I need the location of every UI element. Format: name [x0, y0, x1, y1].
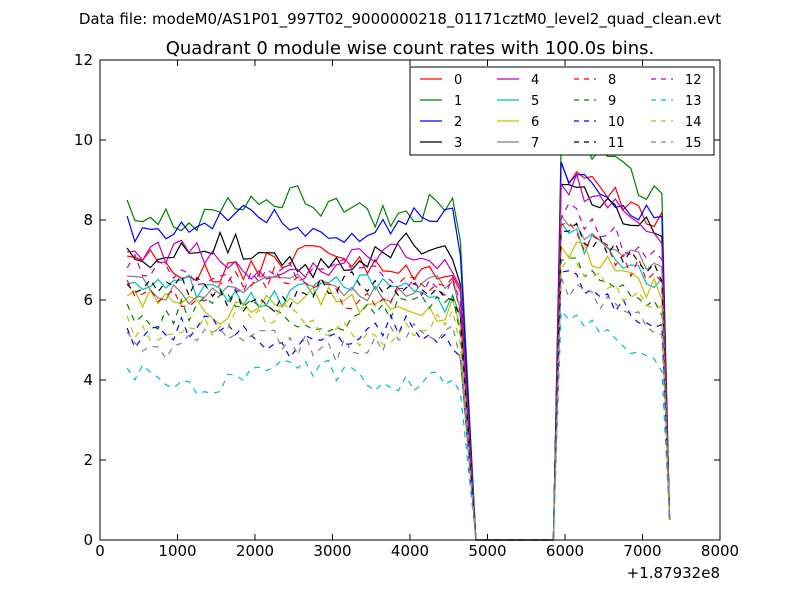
axis-ticks: 0 1000 2000 3000 4000 5000 6000 7000 80000246810… — [74, 51, 739, 560]
y-tick-label: 0 — [83, 531, 93, 549]
legend-label-15: 15 — [685, 136, 702, 151]
x-tick-label: 6000 — [546, 542, 584, 560]
series-line-4 — [127, 172, 671, 541]
legend-label-0: 0 — [454, 73, 462, 88]
series-line-15 — [126, 277, 671, 541]
x-tick-label: 5000 — [468, 542, 506, 560]
plot-lines — [126, 140, 671, 541]
series-line-12 — [126, 202, 671, 541]
y-tick-label: 10 — [74, 131, 93, 149]
series-line-13 — [126, 309, 671, 541]
chart-title: Quadrant 0 module wise count rates with … — [166, 38, 655, 59]
legend-label-11: 11 — [608, 136, 625, 151]
series-line-9 — [126, 257, 671, 541]
series-line-8 — [126, 221, 671, 541]
legend-label-5: 5 — [531, 94, 539, 109]
series-line-1 — [126, 140, 671, 541]
series-line-14 — [126, 255, 671, 541]
y-tick-label: 12 — [74, 51, 93, 69]
series-line-10 — [126, 270, 671, 541]
y-tick-label: 6 — [83, 291, 93, 309]
y-tick-label: 8 — [83, 211, 93, 229]
legend-label-12: 12 — [685, 73, 702, 88]
legend-label-9: 9 — [608, 94, 616, 109]
legend-label-13: 13 — [685, 94, 702, 109]
legend-label-14: 14 — [685, 115, 702, 130]
series-line-5 — [126, 221, 671, 541]
x-tick-label: 3000 — [313, 542, 351, 560]
series-line-0 — [126, 161, 671, 541]
legend-label-10: 10 — [608, 115, 625, 130]
x-tick-label: 4000 — [391, 542, 429, 560]
legend-label-4: 4 — [531, 73, 539, 88]
legend-label-1: 1 — [454, 94, 462, 109]
x-tick-label: 0 — [95, 542, 105, 560]
series-line-11 — [126, 222, 671, 541]
x-tick-label: 7000 — [623, 542, 661, 560]
x-tick-label: 1000 — [158, 542, 196, 560]
y-tick-label: 4 — [83, 371, 93, 389]
x-tick-label: 2000 — [236, 542, 274, 560]
legend-label-6: 6 — [531, 115, 539, 130]
series-line-3 — [126, 183, 671, 541]
legend-label-3: 3 — [454, 136, 462, 151]
legend-label-2: 2 — [454, 115, 462, 130]
series-line-7 — [127, 213, 671, 541]
legend-box — [409, 66, 715, 156]
chart-suptitle: Data file: modeM0/AS1P01_997T02_90000002… — [79, 10, 721, 29]
x-offset-label: +1.87932e8 — [627, 564, 720, 582]
legend-label-7: 7 — [531, 136, 539, 151]
plot-frame — [99, 59, 721, 541]
series-line-6 — [126, 241, 671, 541]
x-tick-label: 8000 — [701, 542, 739, 560]
y-tick-label: 2 — [83, 451, 93, 469]
series-line-2 — [126, 162, 671, 541]
legend-label-8: 8 — [608, 73, 616, 88]
